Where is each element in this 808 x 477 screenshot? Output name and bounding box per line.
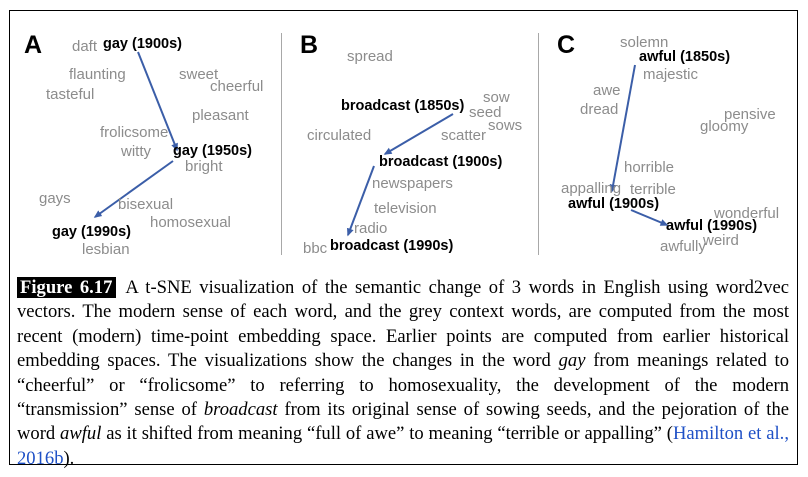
target-word-awful-1850s: awful (1850s) bbox=[639, 49, 731, 65]
context-word-bbc: bbc bbox=[303, 240, 328, 257]
context-word-circulated: circulated bbox=[307, 127, 372, 144]
panel-divider-2 bbox=[538, 33, 539, 255]
context-word-gloomy: gloomy bbox=[700, 118, 749, 135]
target-word-awful-1990s: awful (1990s) bbox=[666, 218, 758, 234]
arrow-gay-1950s-1990s bbox=[93, 160, 174, 218]
arrow-awful-1850s-1900s bbox=[609, 64, 636, 193]
caption-term-gay: gay bbox=[558, 350, 586, 372]
target-word-broadcast-1900s: broadcast (1900s) bbox=[379, 154, 503, 170]
context-word-terrible: terrible bbox=[630, 181, 676, 198]
target-word-broadcast-1990s: broadcast (1990s) bbox=[330, 238, 454, 254]
context-word-witty: witty bbox=[121, 143, 151, 160]
context-word-majestic: majestic bbox=[643, 66, 699, 83]
context-word-seed: seed bbox=[469, 104, 502, 121]
context-word-pensive: pensive bbox=[724, 106, 776, 123]
target-word-gay-1950s: gay (1950s) bbox=[173, 143, 252, 159]
context-word-gays: gays bbox=[39, 190, 71, 207]
context-word-horrible: horrible bbox=[624, 159, 675, 176]
panel-divider-1 bbox=[281, 33, 282, 255]
context-word-sweet: sweet bbox=[179, 66, 219, 83]
caption-text-3: from its original sense of sowing seeds,… bbox=[17, 399, 789, 445]
panel-label-a: A bbox=[24, 31, 43, 59]
context-word-awe: awe bbox=[593, 82, 621, 99]
arrow-broadcast-1900s-1990s bbox=[347, 165, 375, 237]
context-word-weird: weird bbox=[703, 232, 739, 249]
context-word-sows: sows bbox=[488, 117, 523, 134]
context-word-pleasant: pleasant bbox=[192, 107, 249, 124]
caption-text-4: as it shifted from meaning “full of awe”… bbox=[101, 423, 673, 445]
arrow-broadcast-1850s-1900s bbox=[383, 113, 454, 155]
figure-panels: A daft gay (1900s) flaunting tasteful sw… bbox=[10, 11, 799, 273]
context-word-daft: daft bbox=[72, 38, 98, 55]
context-word-frolicsome: frolicsome bbox=[100, 124, 169, 141]
panel-label-c: C bbox=[557, 31, 576, 59]
arrow-gay-1900s-1950s bbox=[137, 51, 178, 152]
target-word-broadcast-1850s: broadcast (1850s) bbox=[341, 98, 465, 114]
context-word-cheerful: cheerful bbox=[210, 78, 264, 95]
caption-term-broadcast: broadcast bbox=[203, 399, 278, 421]
target-word-awful-1900s: awful (1900s) bbox=[568, 196, 660, 212]
panel-label-b: B bbox=[300, 31, 319, 59]
context-word-tasteful: tasteful bbox=[46, 86, 95, 103]
target-word-gay-1990s: gay (1990s) bbox=[52, 224, 131, 240]
citation-link[interactable]: Hamilton et al., 2016b bbox=[17, 423, 789, 469]
caption-text-5: ). bbox=[63, 447, 75, 469]
figure-number: Figure 6.17 bbox=[17, 277, 117, 298]
context-word-wonderful: wonderful bbox=[714, 205, 780, 222]
context-word-bright: bright bbox=[185, 158, 223, 175]
caption-term-awful: awful bbox=[60, 423, 102, 445]
context-word-flaunting: flaunting bbox=[69, 66, 126, 83]
context-word-awfully: awfully bbox=[660, 238, 706, 255]
context-word-television: television bbox=[374, 200, 437, 217]
context-word-spread: spread bbox=[347, 48, 393, 65]
context-word-sow: sow bbox=[483, 89, 510, 106]
caption-text-1: A t-SNE visualization of the semantic ch… bbox=[17, 277, 789, 372]
context-word-scatter: scatter bbox=[441, 127, 487, 144]
context-word-appalling: appalling bbox=[561, 180, 622, 197]
context-word-bisexual: bisexual bbox=[118, 196, 174, 213]
figure: A daft gay (1900s) flaunting tasteful sw… bbox=[9, 10, 799, 469]
context-word-newspapers: newspapers bbox=[372, 175, 453, 192]
arrow-awful-1900s-1990s bbox=[630, 209, 669, 226]
context-word-lesbian: lesbian bbox=[82, 241, 130, 258]
context-word-solemn: solemn bbox=[620, 34, 669, 51]
caption-text-2: from meanings related to “cheerful” or “… bbox=[17, 350, 789, 421]
figure-caption: Figure 6.17 A t-SNE visualization of the … bbox=[17, 276, 789, 471]
context-word-homosexual: homosexual bbox=[150, 214, 231, 231]
context-word-dread: dread bbox=[580, 101, 619, 118]
trajectory-arrows bbox=[93, 51, 669, 237]
target-word-gay-1900s: gay (1900s) bbox=[103, 36, 182, 52]
context-word-radio: radio bbox=[354, 220, 388, 237]
